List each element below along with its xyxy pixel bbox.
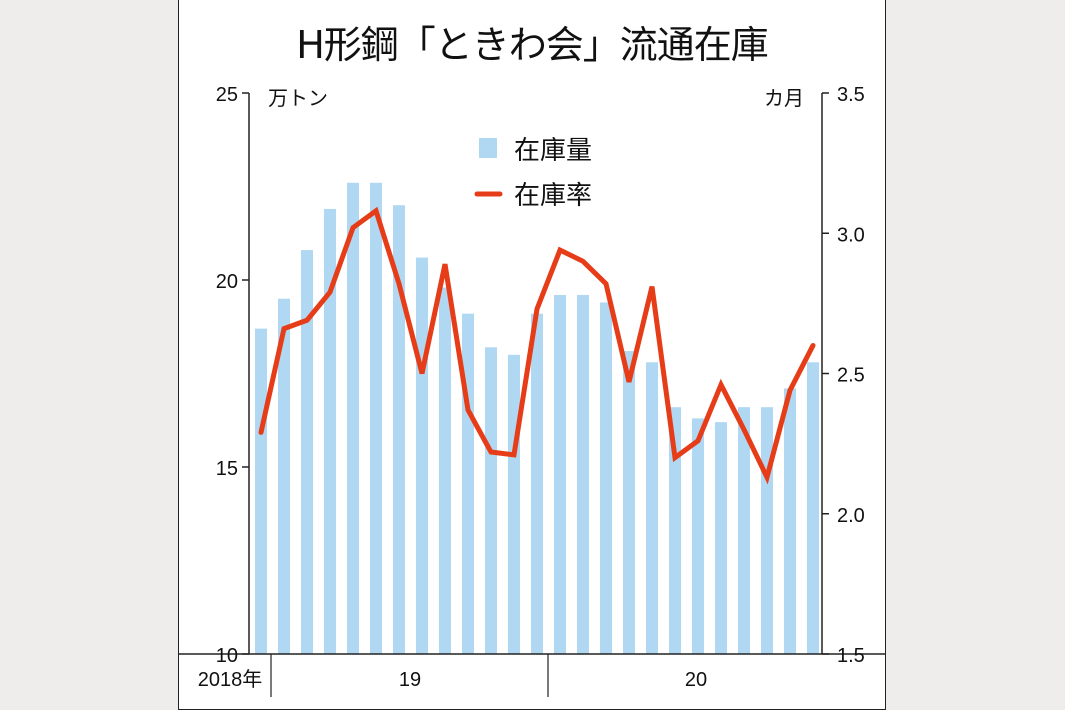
bar — [600, 302, 612, 654]
right-tick-label: 1.5 — [837, 645, 865, 667]
legend-bar-swatch — [479, 138, 497, 158]
bar — [692, 418, 704, 654]
bar — [416, 257, 428, 654]
bar — [462, 313, 474, 654]
bar — [761, 407, 773, 654]
bar — [807, 362, 819, 654]
legend-line-label: 在庫率 — [514, 181, 592, 211]
right-tick-label: 2.5 — [837, 365, 865, 387]
right-tick-label: 2.0 — [837, 505, 865, 527]
bar — [531, 313, 543, 654]
x-label: 2018年 — [198, 668, 263, 691]
bar — [577, 294, 589, 654]
x-label: 19 — [399, 669, 421, 691]
bar — [669, 407, 681, 654]
bar — [508, 354, 520, 654]
bar — [278, 298, 290, 654]
bar — [301, 250, 313, 654]
bar — [646, 362, 658, 654]
bar — [485, 347, 497, 654]
left-tick-label: 10 — [216, 645, 238, 667]
bar — [347, 182, 359, 654]
legend-bar-label: 在庫量 — [514, 136, 592, 166]
right-axis-unit: カ月 — [764, 86, 804, 110]
bar — [554, 294, 566, 654]
chart-title: H形鋼「ときわ会」流通在庫 — [296, 23, 769, 67]
bar — [439, 287, 451, 654]
bar — [255, 328, 267, 654]
left-axis-unit: 万トン — [268, 86, 328, 110]
bar — [324, 208, 336, 654]
bar — [784, 388, 796, 654]
bar — [393, 205, 405, 654]
left-tick-label: 25 — [216, 84, 238, 106]
bar — [623, 351, 635, 654]
left-tick-label: 15 — [216, 458, 238, 480]
bar — [370, 182, 382, 654]
right-tick-label: 3.0 — [837, 224, 865, 246]
left-tick-label: 20 — [216, 271, 238, 293]
x-label: 20 — [685, 669, 707, 691]
bar — [738, 407, 750, 654]
right-tick-label: 3.5 — [837, 84, 865, 106]
bar — [715, 422, 727, 654]
